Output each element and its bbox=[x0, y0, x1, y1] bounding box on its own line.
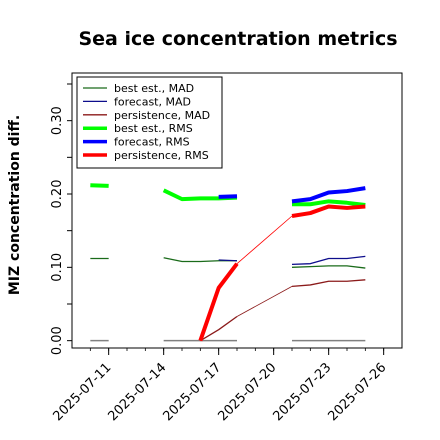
chart-title: Sea ice concentration metrics bbox=[78, 28, 397, 50]
series-group bbox=[90, 183, 366, 342]
legend-label: persistence, MAD bbox=[114, 109, 210, 122]
x-tick-label: 2025-07-17 bbox=[160, 360, 224, 424]
x-axis: 2025-07-112025-07-142025-07-172025-07-20… bbox=[50, 348, 389, 424]
series-line bbox=[292, 199, 366, 207]
series-line bbox=[218, 194, 238, 199]
legend-label: best est., MAD bbox=[114, 82, 194, 95]
x-tick-label: 2025-07-20 bbox=[215, 360, 279, 424]
y-tick-label: 0.30 bbox=[50, 106, 65, 135]
series-line bbox=[291, 204, 366, 218]
series-line bbox=[218, 259, 238, 262]
y-tick-label: 0.00 bbox=[50, 326, 65, 355]
x-tick-label: 2025-07-26 bbox=[325, 360, 389, 424]
series-persistence-mad bbox=[199, 279, 366, 342]
y-tick-label: 0.20 bbox=[50, 180, 65, 209]
legend-label: best est., RMS bbox=[114, 122, 193, 135]
series-line bbox=[90, 183, 109, 188]
series-line bbox=[198, 262, 239, 342]
x-tick-label: 2025-07-11 bbox=[50, 360, 114, 424]
series-line bbox=[291, 279, 366, 288]
y-axis-label: MIZ concentration diff. bbox=[7, 115, 23, 295]
legend-label: forecast, MAD bbox=[114, 95, 191, 108]
legend-label: persistence, RMS bbox=[114, 149, 209, 162]
legend-box bbox=[76, 76, 223, 169]
connector-line bbox=[236, 215, 293, 264]
legend-label: forecast, RMS bbox=[114, 136, 190, 149]
series-persistence-rms bbox=[198, 204, 366, 342]
series-line bbox=[291, 255, 366, 266]
series-line bbox=[291, 186, 366, 204]
y-axis: 0.00 0.10 0.20 0.30 bbox=[50, 83, 72, 355]
series-line bbox=[199, 315, 238, 342]
y-tick-label: 0.10 bbox=[50, 253, 65, 282]
x-tick-label: 2025-07-14 bbox=[105, 360, 169, 424]
series-line bbox=[291, 265, 366, 269]
connector-line bbox=[236, 286, 293, 317]
connector-group bbox=[236, 215, 293, 317]
series-forecast-rms bbox=[218, 186, 366, 204]
series-forecast-mad bbox=[218, 255, 366, 266]
x-tick-label: 2025-07-23 bbox=[270, 360, 334, 424]
